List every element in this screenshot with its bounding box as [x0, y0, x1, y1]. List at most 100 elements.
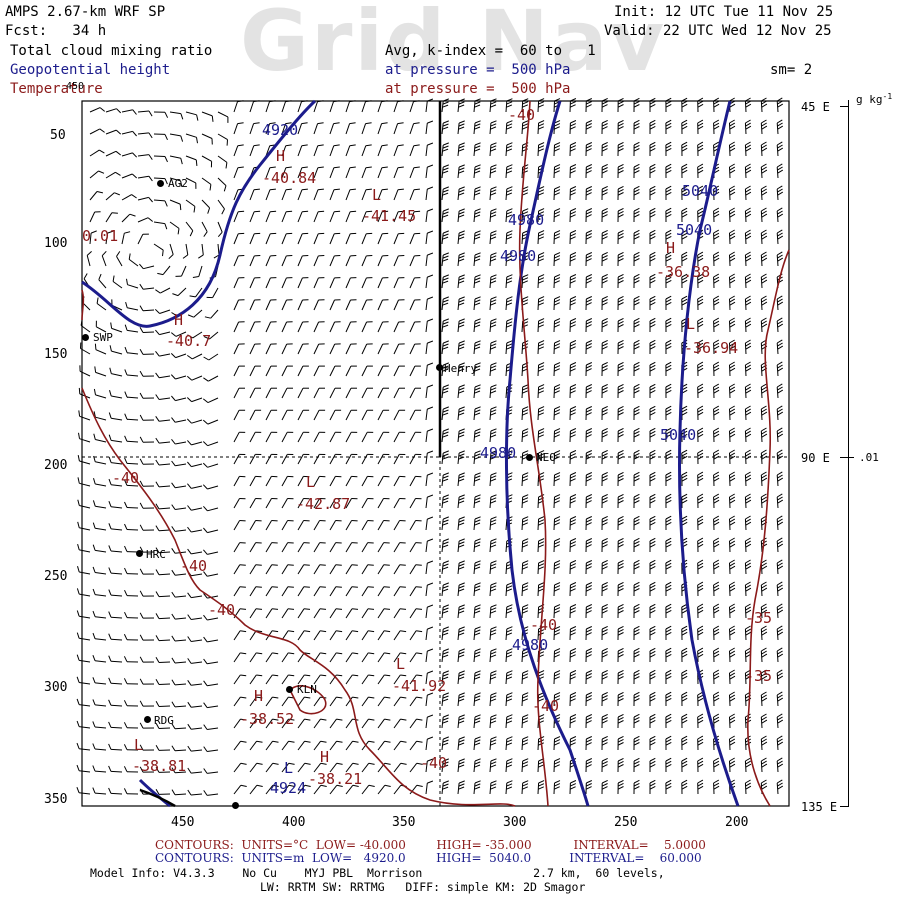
wind-barb-flag [649, 496, 656, 501]
wind-barb-flag [570, 233, 577, 237]
wind-barb [281, 233, 287, 245]
wind-barb [441, 189, 444, 201]
wind-barb-flag [474, 280, 481, 284]
wind-barb-flag [777, 631, 784, 636]
wind-barb-flag [490, 258, 497, 262]
wind-barb [89, 107, 101, 113]
wind-barb-flag [490, 544, 497, 548]
wind-barb-flag [171, 591, 176, 598]
wind-barb [744, 628, 747, 641]
wind-barb [265, 608, 273, 619]
wind-barb [505, 188, 508, 201]
wind-barb-flag [124, 611, 128, 618]
wind-barb-flag [585, 236, 592, 240]
wind-barb-flag [777, 697, 784, 702]
wind-barb-flag [400, 674, 407, 677]
wind-barb-flag [554, 186, 561, 190]
wind-barb [313, 167, 319, 179]
wind-barb [473, 342, 476, 355]
wind-barb-flag [713, 251, 720, 256]
wind-barb [121, 194, 132, 201]
wind-barb-flag [681, 697, 688, 702]
wind-barb-flag [761, 235, 768, 240]
wind-barb-flag [139, 568, 144, 575]
wind-barb-flag [761, 609, 768, 614]
wind-barb [760, 408, 763, 421]
wind-barb [537, 540, 540, 553]
wind-barb-flag [729, 163, 735, 168]
wind-barb [329, 784, 338, 795]
wind-barb-flag [538, 522, 544, 526]
wind-barb [249, 321, 256, 333]
wind-barb [281, 255, 287, 267]
wind-barb-flag [713, 515, 720, 520]
wind-barb-flag [506, 588, 513, 592]
wind-barb [233, 343, 240, 355]
wind-barb-flag [585, 566, 592, 570]
wind-barb [89, 170, 99, 179]
wind-barb-flag [745, 103, 752, 108]
wind-barb-flag [427, 626, 434, 630]
extremum-mark: H [320, 748, 330, 766]
wind-barb-flag [442, 170, 449, 174]
wind-barb-flag [458, 607, 465, 611]
wind-barb-flag [745, 559, 751, 564]
wind-barb-flag [586, 538, 593, 542]
wind-barb-flag [665, 295, 672, 300]
wind-barb-flag [474, 120, 481, 124]
x-tick: 250 [614, 815, 638, 830]
wind-barb [776, 760, 779, 773]
wind-barb-flag [458, 736, 465, 740]
wind-barb-flag [570, 673, 577, 677]
wind-barb [409, 718, 417, 729]
wind-barb-flag [729, 653, 736, 658]
wind-barb [409, 189, 415, 201]
wind-barb [265, 343, 272, 355]
wind-barb-flag [155, 613, 160, 619]
wind-barb-flag [649, 518, 656, 523]
wind-barb-flag [553, 280, 560, 284]
wind-barb-flag [442, 698, 449, 702]
wind-barb-flag [490, 629, 497, 633]
wind-barb [361, 387, 368, 399]
wind-barb-flag [633, 236, 640, 240]
wind-barb-flag [713, 405, 720, 410]
wind-barb [377, 299, 383, 311]
wind-barb-flag [490, 472, 497, 476]
wind-barb [729, 672, 731, 685]
wind-barb-flag [522, 670, 529, 674]
wind-barb-flag [586, 406, 593, 410]
wind-barb-flag [585, 104, 592, 108]
wind-barb-flag [745, 628, 751, 633]
wind-barb-flag [522, 170, 528, 174]
wind-barb-flag [570, 101, 577, 105]
wind-barb-flag [729, 719, 736, 724]
y-tick: 50 [50, 128, 66, 143]
wind-barb [441, 497, 444, 509]
wind-barb [521, 364, 524, 377]
wind-barb-flag [617, 100, 624, 105]
wind-barb-flag [649, 628, 656, 633]
wind-barb-flag [729, 628, 736, 633]
wind-barb [345, 762, 354, 773]
wind-barb-flag [569, 544, 576, 548]
wind-barb-flag [427, 208, 434, 212]
wind-barb-flag [203, 377, 209, 382]
wind-barb [127, 352, 139, 355]
wind-barb [313, 564, 321, 575]
wind-barb-flag [506, 148, 513, 152]
wind-barb-flag [617, 676, 624, 680]
wind-barb-flag [474, 670, 481, 674]
wind-barb-flag [681, 499, 688, 504]
wind-barb-flag [681, 251, 688, 256]
wind-barb-flag [761, 760, 767, 765]
wind-barb [297, 696, 305, 707]
wind-barb [409, 520, 417, 531]
wind-barb [297, 740, 306, 751]
wind-barb-flag [123, 788, 128, 795]
right-scale-axis [848, 100, 849, 807]
wind-barb [776, 408, 779, 421]
wind-barb-flag [617, 148, 624, 152]
wind-barb-flag [570, 783, 577, 787]
wind-barb [121, 213, 131, 223]
